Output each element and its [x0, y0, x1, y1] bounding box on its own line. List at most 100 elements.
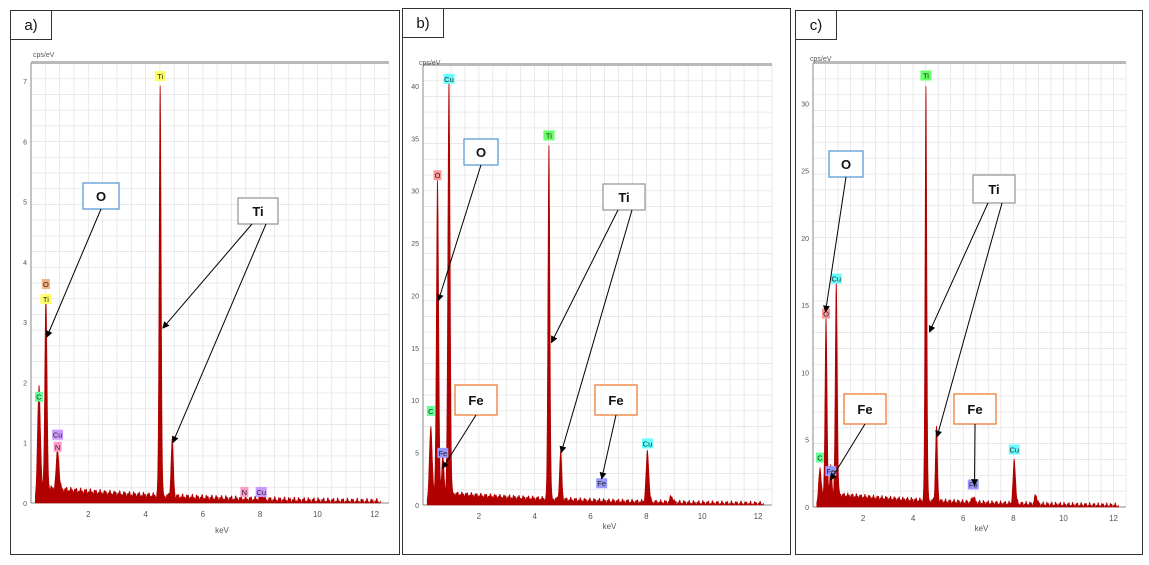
element-label-bg	[437, 447, 449, 458]
x-tick-label: 10	[313, 510, 322, 519]
element-label-bg	[255, 486, 267, 497]
element-label-bg	[426, 405, 435, 416]
element-label: O	[435, 171, 441, 180]
y-tick-label: 30	[411, 189, 419, 196]
spectrum-area	[816, 85, 1119, 508]
annotation-arrow	[45, 208, 102, 338]
element-label: Fe	[438, 449, 447, 458]
eds-spectrum-b: 0 5 10 15 20 25 30 35 40 2 4 6 8 10 12 cps/eV keV C O Fe Cu T…	[411, 60, 773, 531]
element-label-bg	[596, 478, 608, 489]
y-tick-label: 40	[411, 84, 419, 91]
x-tick-label: 4	[532, 512, 537, 521]
x-tick-label: 8	[258, 510, 263, 519]
annotation-arrow	[559, 209, 633, 454]
element-label-bg	[443, 73, 455, 84]
element-label: N	[242, 488, 247, 497]
element-label: Cu	[53, 431, 63, 440]
y-tick-label: 0	[805, 505, 809, 512]
annotation-arrow	[442, 414, 477, 469]
element-label: Cu	[643, 439, 653, 448]
panel-label: b)	[402, 8, 444, 38]
annotation-arrow	[935, 202, 1003, 438]
plot-top-bar	[423, 63, 772, 66]
annotation-label: Fe	[608, 393, 623, 408]
x-axis-label: keV	[603, 522, 617, 531]
spectrum-area	[426, 79, 764, 506]
spectrum-area	[34, 85, 381, 504]
element-label: O	[43, 280, 49, 289]
element-label-bg	[641, 438, 653, 449]
y-tick-label: 30	[801, 101, 809, 108]
element-label: Fe	[826, 467, 835, 476]
annotation-arrow	[928, 202, 989, 333]
element-label-bg	[41, 279, 50, 290]
x-tick-label: 4	[143, 510, 148, 519]
x-tick-label: 10	[1059, 514, 1068, 523]
element-label-bg	[920, 70, 932, 81]
element-label-bg	[543, 130, 555, 141]
y-tick-label: 5	[23, 200, 27, 207]
annotation-label: Ti	[252, 204, 263, 219]
y-tick-label: 1	[23, 441, 27, 448]
element-label-bg	[822, 308, 831, 319]
x-tick-label: 10	[698, 512, 707, 521]
annotation-box	[82, 182, 120, 210]
grid	[30, 62, 390, 504]
y-tick-label: 6	[23, 139, 27, 146]
element-label: N	[55, 443, 60, 452]
element-label-bg	[816, 452, 825, 463]
y-tick-label: 20	[801, 236, 809, 243]
element-label-bg	[35, 391, 44, 402]
y-tick-label: 5	[415, 451, 419, 458]
element-label-bg	[240, 486, 249, 497]
x-tick-label: 12	[1109, 514, 1118, 523]
element-label: O	[823, 310, 829, 319]
y-tick-label: 35	[411, 136, 419, 143]
element-label: Ti	[923, 71, 929, 80]
x-tick-label: 2	[86, 510, 91, 519]
annotation-arrow	[550, 209, 619, 344]
element-label: Ti	[157, 72, 163, 81]
x-tick-label: 12	[754, 512, 763, 521]
annotation-box	[454, 384, 498, 416]
annotation-label: Fe	[967, 402, 982, 417]
y-axis-label: cps/eV	[810, 56, 832, 63]
element-label: C	[817, 454, 823, 463]
annotation-box	[828, 150, 864, 178]
annotation-box	[237, 197, 279, 225]
annotation-box	[602, 183, 646, 211]
element-label: C	[428, 407, 434, 416]
plot-top-bar	[31, 61, 389, 64]
y-tick-label: 0	[23, 501, 27, 508]
spectrum-panel-a: a) 0 1 2 3 4 5 6 7 2 4 6 8 10 12 cps/eV keV O Ti C Cu N Ti N Cu…	[10, 10, 400, 555]
y-tick-label: 25	[411, 241, 419, 248]
x-tick-label: 6	[201, 510, 206, 519]
annotation-arrow	[162, 223, 253, 329]
x-axis-label: keV	[975, 524, 989, 533]
x-tick-label: 2	[861, 514, 866, 523]
element-label: Ti	[43, 295, 49, 304]
annotation-box	[463, 138, 499, 166]
x-tick-label: 6	[961, 514, 966, 523]
y-tick-label: 10	[801, 370, 809, 377]
y-axis-label: cps/eV	[33, 52, 55, 59]
annotation-label: Ti	[988, 182, 999, 197]
annotation-label: O	[841, 157, 851, 172]
element-label: Ti	[546, 131, 552, 140]
grid	[812, 62, 1127, 508]
annotation-box	[972, 174, 1016, 204]
y-tick-label: 0	[415, 503, 419, 510]
element-label: Cu	[1010, 446, 1020, 455]
x-tick-label: 2	[477, 512, 482, 521]
element-label: Cu	[831, 275, 841, 284]
x-tick-label: 8	[644, 512, 649, 521]
spectrum-panel-c: c) 0 5 10 15 20 25 30 2 4 6 8 10 12 cps/eV keV C O Fe Cu Ti…	[795, 10, 1143, 555]
annotation-label: Ti	[618, 190, 629, 205]
x-tick-label: 4	[911, 514, 916, 523]
grid	[422, 64, 773, 506]
annotation-arrow	[172, 223, 267, 444]
y-tick-label: 2	[23, 380, 27, 387]
element-label-bg	[40, 294, 52, 305]
annotation-label: O	[476, 145, 486, 160]
y-axis-label: cps/eV	[419, 60, 441, 67]
